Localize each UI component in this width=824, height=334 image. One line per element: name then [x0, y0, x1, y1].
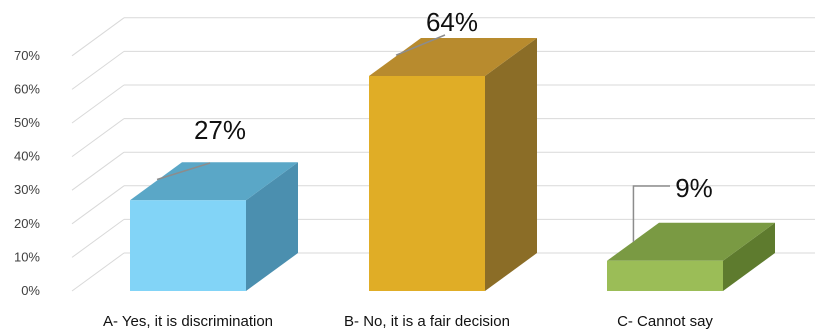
y-tick-label-3: 30%: [14, 182, 40, 197]
data-label-0: 27%: [194, 115, 246, 145]
y-tick-label-1: 10%: [14, 249, 40, 264]
leader-line-2: [632, 185, 670, 242]
grid-diagonal-4: [71, 118, 125, 158]
grid-diagonal-1: [71, 218, 125, 258]
bar-front-1: [369, 75, 485, 292]
data-labels: 27% 64% 9%: [194, 7, 713, 203]
bar-top-0: [130, 162, 298, 201]
grid-diagonal-3: [71, 151, 125, 191]
grid-diagonal-5: [71, 84, 125, 124]
data-label-leaders: [156, 34, 670, 242]
y-tick-label-6: 60%: [14, 81, 40, 96]
bar-front-2: [607, 260, 723, 291]
bar-side-2: [723, 222, 775, 291]
bar-top-2: [607, 222, 775, 261]
y-tick-label-0: 0%: [21, 283, 40, 298]
grid-diagonal-0: [71, 252, 125, 292]
category-label-1: B- No, it is a fair decision: [344, 313, 510, 330]
y-tick-label-5: 50%: [14, 115, 40, 130]
grid-diagonal-7: [71, 17, 125, 57]
bar-1: [369, 37, 537, 292]
bar-side-0: [246, 162, 298, 291]
leader-line-1: [395, 34, 446, 56]
y-tick-label-4: 40%: [14, 149, 40, 164]
data-label-1: 64%: [426, 7, 478, 37]
data-label-2: 9%: [675, 173, 713, 203]
y-tick-label-2: 20%: [14, 216, 40, 231]
leader-line-0: [156, 162, 211, 181]
bar-side-1: [485, 37, 537, 292]
grid-diagonal-2: [71, 185, 125, 225]
y-axis-tick-labels: 0% 10% 20% 30% 40% 50% 60% 70%: [14, 48, 40, 298]
bar-0: [130, 162, 298, 291]
grid-diagonal-6: [71, 50, 125, 90]
bars: [130, 37, 775, 292]
bar-2: [607, 222, 775, 291]
category-label-0: A- Yes, it is discrimination: [103, 313, 273, 330]
y-tick-label-7: 70%: [14, 48, 40, 63]
x-axis-category-labels: A- Yes, it is discrimination B- No, it is…: [103, 313, 713, 330]
bar-front-0: [130, 200, 246, 291]
bar-top-1: [369, 37, 537, 76]
category-label-2: C- Cannot say: [617, 313, 713, 330]
